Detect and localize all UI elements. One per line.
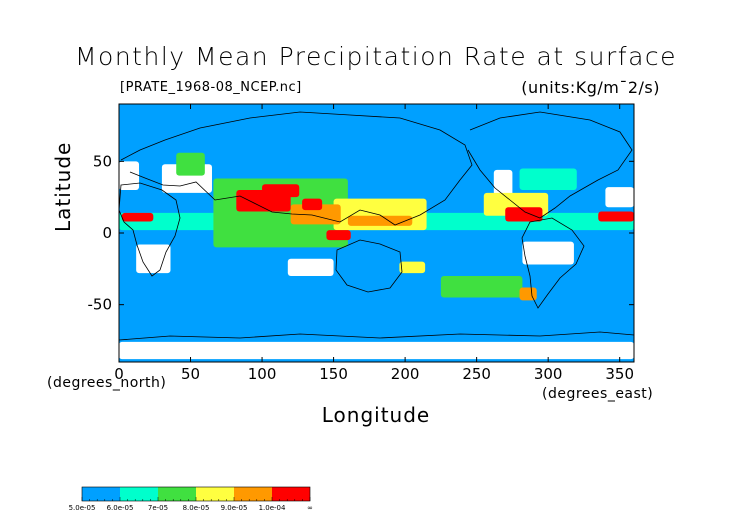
x-tick-label: 250	[462, 365, 491, 383]
legend-swatch	[120, 487, 158, 501]
coastlines	[118, 111, 635, 341]
x-tick-label: 350	[605, 365, 634, 383]
coast-south-america	[521, 217, 585, 309]
precip-region-level-5	[326, 230, 351, 241]
axis-ticks: 0 50 100 150 200 250 300 350 50 0 -50	[88, 104, 634, 383]
x-tick-label: 50	[181, 365, 200, 383]
precip-region-level-4	[347, 215, 413, 226]
missing-data-region	[136, 244, 171, 274]
legend-label: 8.0e-05	[183, 504, 210, 512]
precip-region-level-5	[121, 212, 154, 222]
legend-swatch	[196, 487, 234, 501]
precip-region-level-5	[505, 207, 543, 222]
legend-frame	[81, 486, 311, 502]
legend-label: 9.0e-05	[221, 504, 248, 512]
missing-data-region	[119, 161, 140, 190]
y-axis-unit: (degrees_north)	[47, 375, 167, 391]
coast-eurasia	[120, 111, 473, 226]
legend-label: 7e-05	[148, 504, 168, 512]
legend-label: 1.0e-04	[259, 504, 286, 512]
precip-region-level-0	[302, 278, 323, 291]
coast-north-america	[467, 111, 633, 219]
legend-label: ∞	[307, 504, 313, 512]
legend-label: 6.0e-05	[107, 504, 134, 512]
x-tick-label: 300	[534, 365, 563, 383]
map-layer	[119, 104, 634, 362]
x-tick-label: 200	[391, 365, 420, 383]
missing-data-region	[493, 169, 513, 196]
y-tick-label: -50	[88, 296, 113, 314]
coast-antarctica	[118, 331, 635, 341]
units-label: (units:Kg/m¯2/s)	[521, 78, 660, 97]
y-tick-label: 0	[102, 224, 112, 242]
legend-label: 5.0e-05	[69, 504, 96, 512]
x-axis-label: Longitude	[321, 403, 431, 427]
y-tick-label: 50	[93, 152, 112, 170]
x-tick-label: 150	[319, 365, 348, 383]
missing-data-region	[605, 187, 634, 208]
precip-region-level-5	[302, 198, 323, 211]
legend: 5.0e-05 6.0e-05 7e-05 8.0e-05 9.0e-05 1.0e-04…	[69, 486, 313, 512]
precip-region-level-1	[519, 168, 577, 190]
precip-region-level-2	[440, 276, 523, 298]
legend-swatch	[82, 487, 120, 501]
precip-region-level-5	[262, 184, 300, 198]
coast-africa	[118, 182, 181, 277]
chart-title: Monthly Mean Precipitation Rate at surfa…	[74, 42, 678, 71]
legend-swatch	[158, 487, 196, 501]
x-tick-label: 100	[248, 365, 277, 383]
missing-data-region	[287, 258, 334, 276]
x-axis-unit: (degrees_east)	[542, 386, 654, 402]
field-background	[119, 104, 634, 362]
missing-data-region	[119, 341, 634, 360]
legend-swatch	[234, 487, 272, 501]
x-tick-label: 0	[114, 365, 124, 383]
file-label: [PRATE_1968-08_NCEP.nc]	[120, 80, 302, 95]
precip-region-level-2	[176, 152, 205, 176]
coast-australia	[335, 239, 403, 293]
missing-data-region	[522, 241, 574, 265]
precip-region-level-4	[519, 287, 537, 301]
precip-region-level-5	[598, 211, 634, 222]
precip-region-level-3	[399, 261, 426, 274]
legend-swatch	[272, 487, 310, 501]
